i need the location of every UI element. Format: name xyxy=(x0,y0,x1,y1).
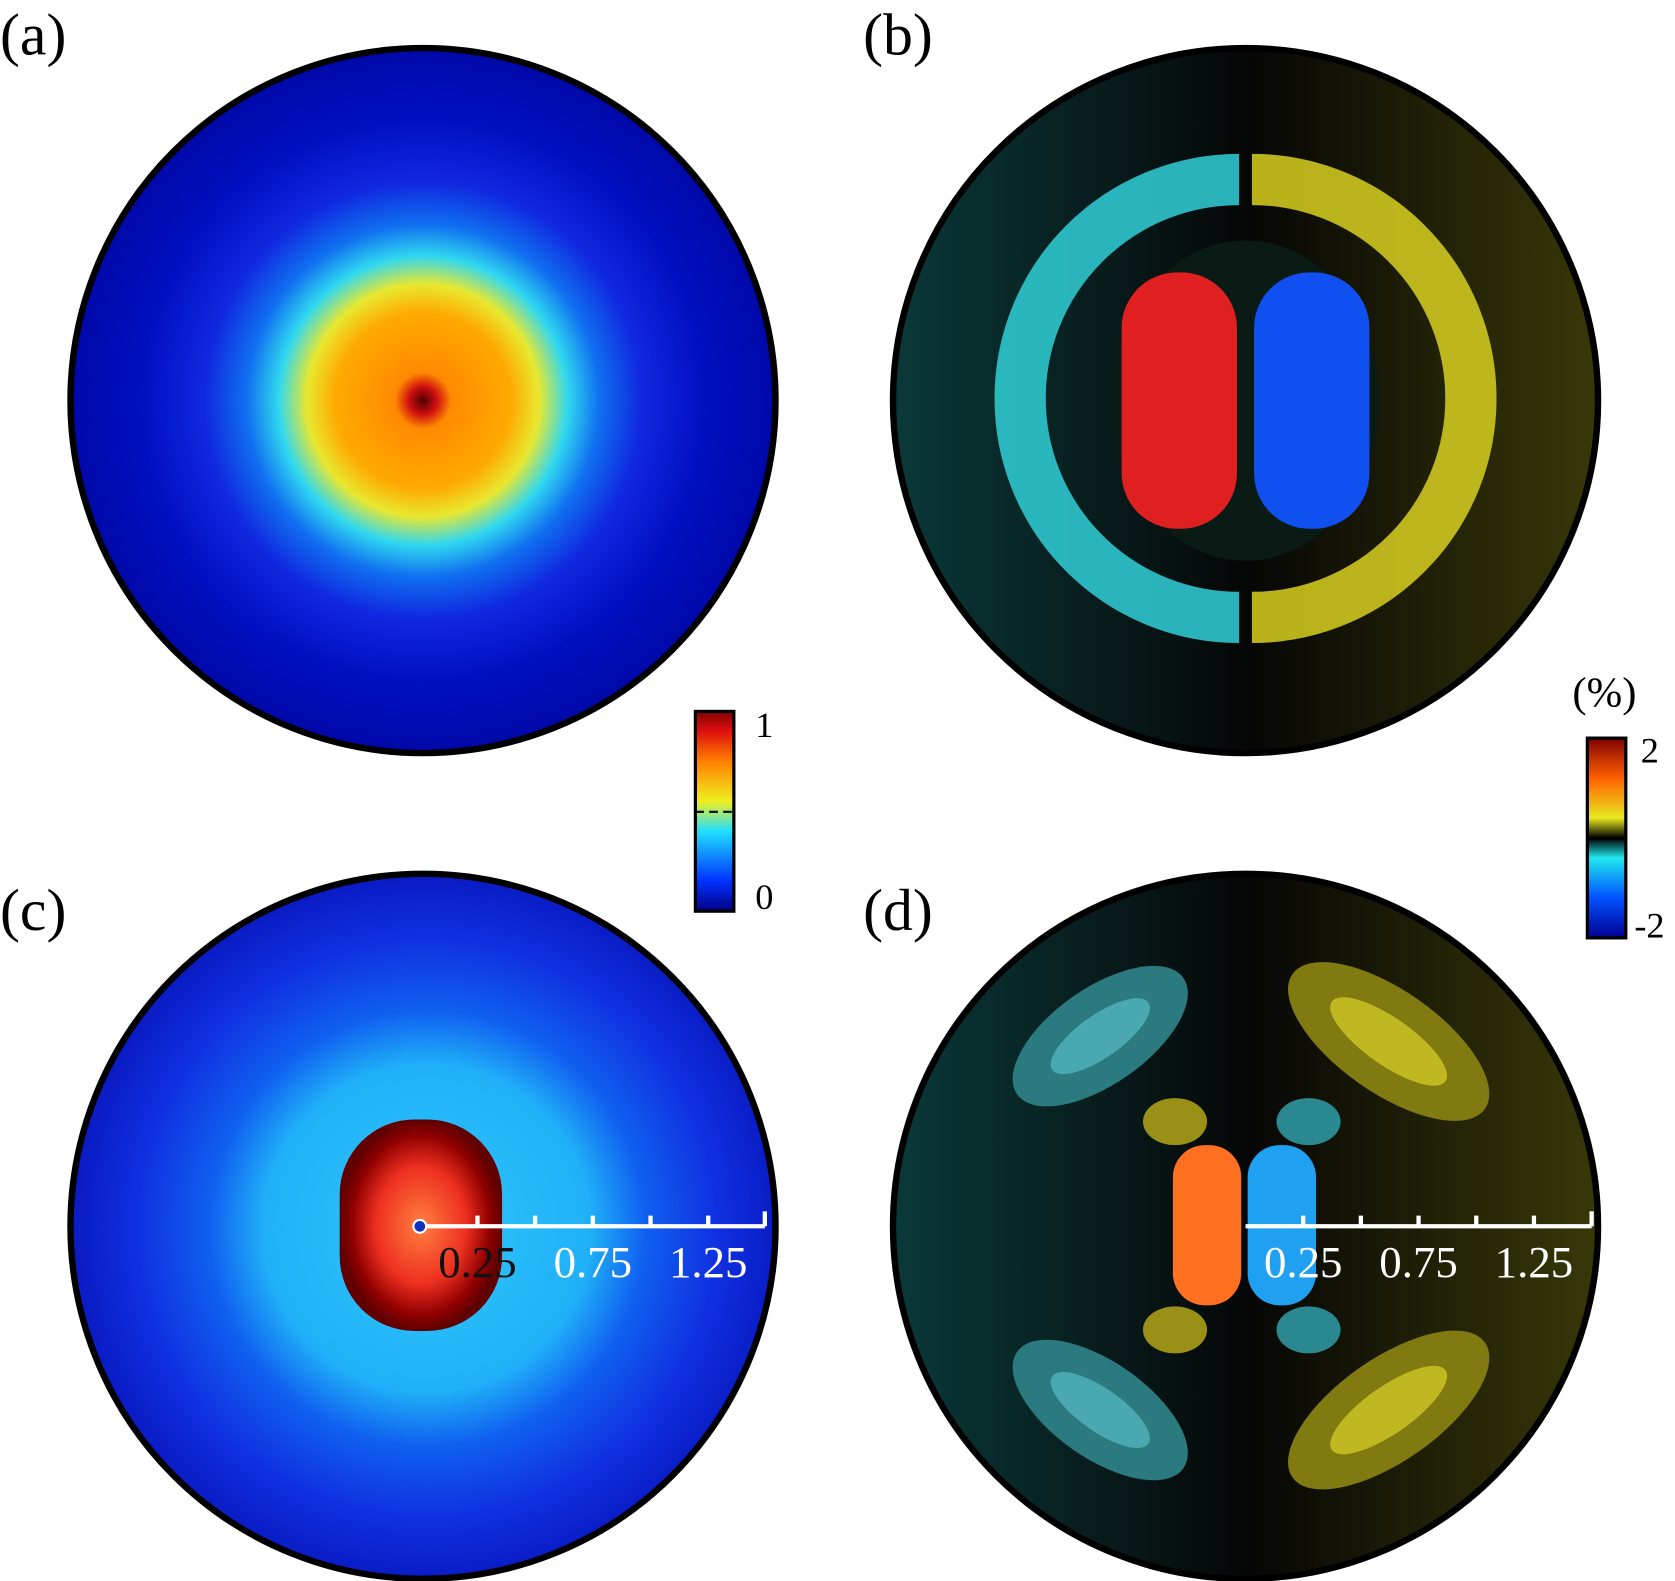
colorbar-tick-label: -2 xyxy=(1634,906,1664,946)
scale-tick-label: 0.75 xyxy=(554,1237,633,1287)
origin-marker xyxy=(412,1218,428,1234)
scale-tick-label: 1.25 xyxy=(669,1237,748,1287)
scale-tick-label: 0.25 xyxy=(1264,1237,1343,1287)
scale-tick-label: 0.75 xyxy=(1379,1237,1458,1287)
panel-a-image xyxy=(67,44,779,757)
panel-border xyxy=(889,44,1602,757)
panel-b-image xyxy=(893,48,1599,754)
panel-label: (a) xyxy=(0,1,66,67)
colorbar-title: (%) xyxy=(1572,669,1636,716)
panel-label: (d) xyxy=(863,877,933,943)
colorbar-tick-label: 2 xyxy=(1641,730,1659,770)
scale-bar xyxy=(423,1211,767,1229)
scale-bar xyxy=(1245,1211,1594,1229)
scale-tick-label: 1.25 xyxy=(1495,1237,1574,1287)
panel-border xyxy=(67,870,779,1581)
scale-tick-label: 0.25 xyxy=(438,1237,517,1287)
colorbar-tick-label: 1 xyxy=(755,705,773,745)
panel-border xyxy=(889,870,1602,1581)
panel-label: (b) xyxy=(863,1,933,67)
colorbar-tick-label: 0 xyxy=(755,877,773,917)
panel-label: (c) xyxy=(0,877,66,943)
